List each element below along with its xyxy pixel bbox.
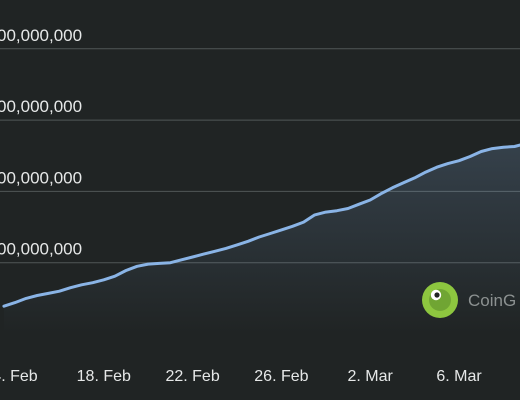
coingecko-gecko-icon xyxy=(422,282,458,318)
x-tick-label-2: 18. Feb xyxy=(77,368,131,385)
y-axis-labels: 00,000,000 00,000,000 00,000,000 00,000,000 xyxy=(0,26,82,259)
watermark-text: CoinG xyxy=(468,291,516,310)
y-tick-label-1: 00,000,000 xyxy=(0,26,82,45)
series-line-group xyxy=(2,143,520,308)
watermark: CoinG xyxy=(422,282,516,318)
area-fill xyxy=(3,145,520,334)
x-tick-label-3: 22. Feb xyxy=(165,368,219,385)
x-tick-label-4: 26. Feb xyxy=(254,368,308,385)
y-tick-label-3: 00,000,000 xyxy=(0,168,82,187)
series-area xyxy=(3,145,520,334)
y-tick-label-2: 00,000,000 xyxy=(0,97,82,116)
x-tick-label-6: 6. Mar xyxy=(436,368,482,385)
x-tick-label-1: 4. Feb xyxy=(0,368,38,385)
x-tick-label-5: 2. Mar xyxy=(348,368,394,385)
y-tick-label-4: 00,000,000 xyxy=(0,240,82,259)
series-line xyxy=(2,143,520,308)
